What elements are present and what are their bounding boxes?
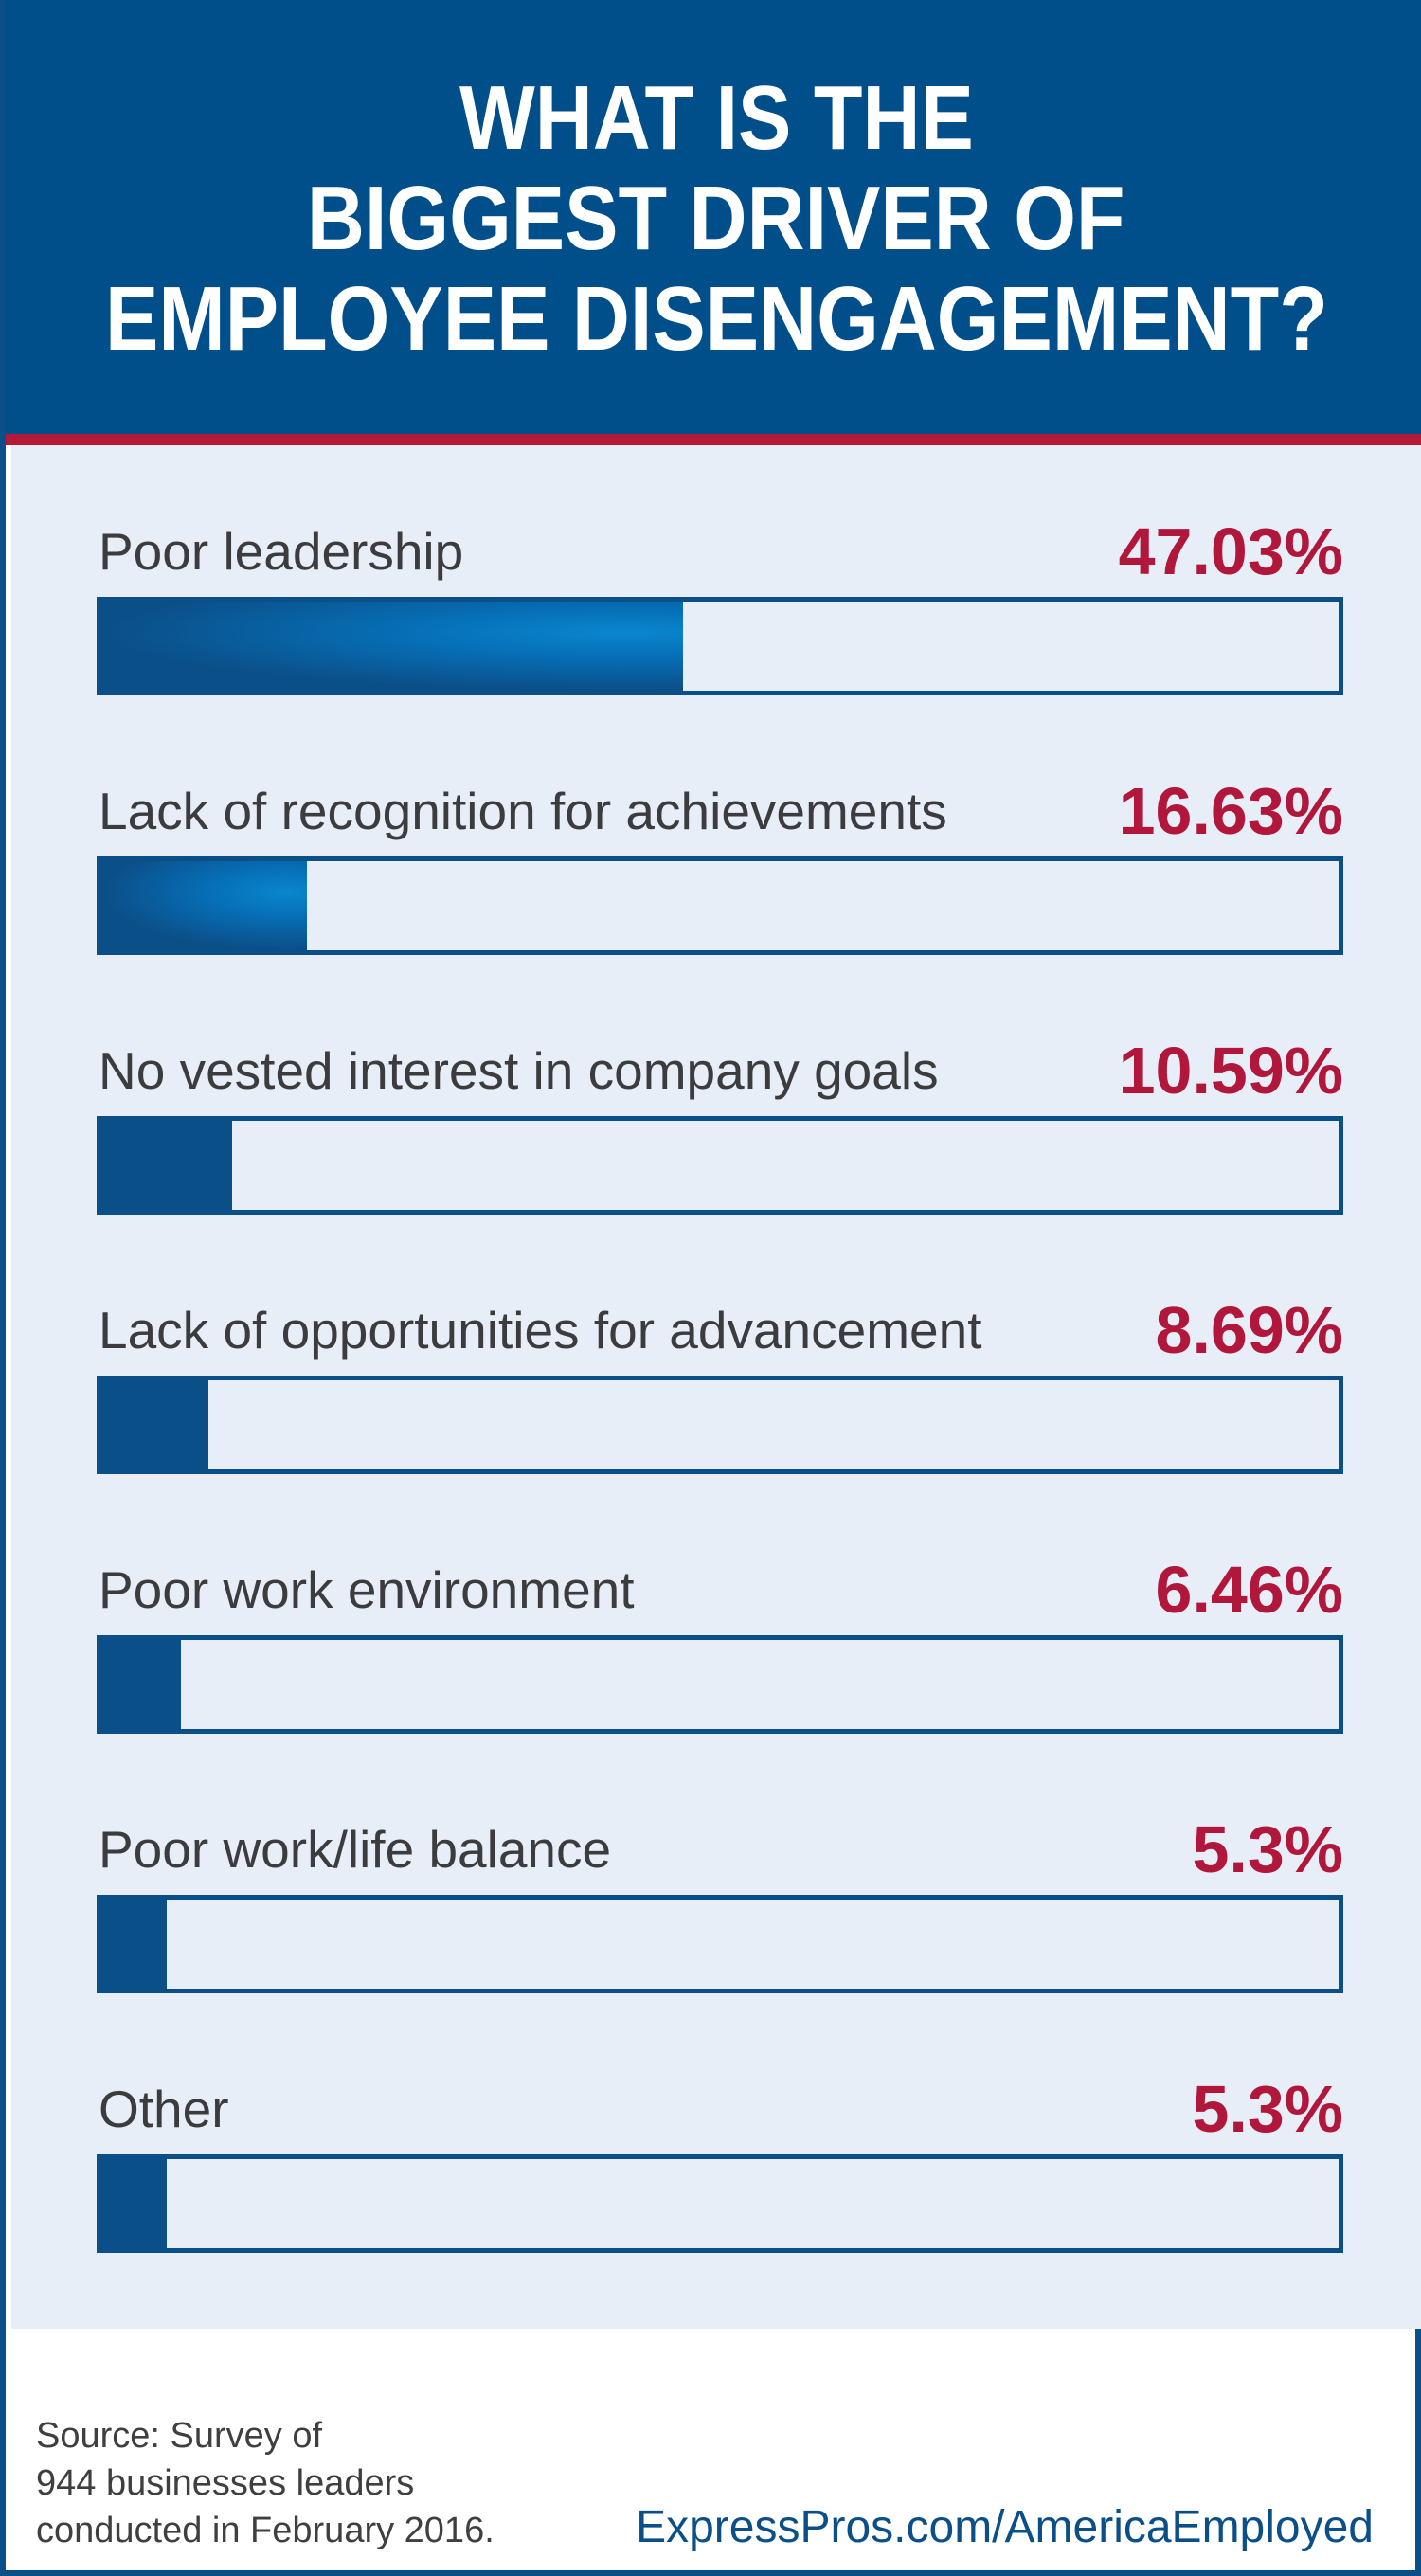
bar-category-label: Poor leadership [99,522,464,581]
header-divider [6,434,1421,445]
bar-row: Poor work/life balance 5.3% [91,1813,1343,1999]
source-line-2: 944 businesses leaders [36,2463,415,2503]
bar-fill [101,1380,209,1469]
bar-row: No vested interest in company goals 10.59… [91,1035,1343,1220]
bar-track [97,597,1343,695]
bar-fill [101,861,308,950]
bar-value-label: 6.46% [1155,1553,1343,1627]
bar-category-label: Other [99,2080,229,2138]
source-note: Source: Survey of 944 businesses leaders… [36,2412,495,2554]
bar-value-label: 8.69% [1155,1293,1343,1367]
bar-category-label: Poor work/life balance [99,1820,612,1879]
bar-track [97,1116,1343,1215]
title-line-1: WHAT IS THE [459,67,974,169]
bar-row: Poor leadership 47.03% [91,515,1343,701]
bar-fill [101,1640,182,1729]
bar-value-label: 16.63% [1118,774,1343,848]
title-line-2: BIGGEST DRIVER OF [307,168,1125,269]
website-link[interactable]: ExpressPros.com/AmericaEmployed [636,2502,1374,2552]
header-banner: WHAT IS THE BIGGEST DRIVER OF EMPLOYEE D… [6,0,1421,434]
bar-fill [101,1900,168,1989]
bar-category-label: No vested interest in company goals [99,1041,939,1100]
source-line-1: Source: Survey of [36,2416,323,2456]
bar-track [97,1376,1343,1474]
title-line-3: EMPLOYEE DISENGAGEMENT? [104,268,1328,369]
bar-fill [101,1121,233,1210]
bar-row: Lack of recognition for achievements 16.6… [91,775,1343,961]
bar-category-label: Lack of recognition for achievements [99,782,947,840]
bar-row: Lack of opportunities for advancement 8.6… [91,1294,1343,1480]
source-line-3: conducted in February 2016. [36,2511,495,2550]
bar-value-label: 5.3% [1192,2072,1343,2146]
bar-track [97,1635,1343,1734]
bar-row: Poor work environment 6.46% [91,1554,1343,1739]
bar-track [97,2154,1343,2253]
chart-panel: Poor leadership 47.03% Lack of recognition… [11,445,1421,2329]
bar-fill [101,602,684,691]
bar-track [97,856,1343,955]
bar-fill [101,2159,168,2248]
bar-value-label: 5.3% [1192,1812,1343,1886]
bar-category-label: Lack of opportunities for advancement [99,1301,982,1360]
bar-category-label: Poor work environment [99,1560,635,1619]
bar-track [97,1895,1343,1993]
bar-value-label: 10.59% [1118,1034,1343,1108]
bar-row: Other 5.3% [91,2073,1343,2259]
bar-value-label: 47.03% [1118,514,1343,588]
